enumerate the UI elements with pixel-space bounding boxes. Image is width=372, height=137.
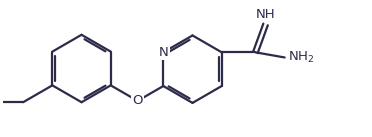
Text: NH: NH: [256, 8, 275, 22]
Text: NH$_2$: NH$_2$: [288, 50, 314, 65]
Text: O: O: [132, 94, 143, 107]
Text: N: N: [158, 46, 168, 59]
